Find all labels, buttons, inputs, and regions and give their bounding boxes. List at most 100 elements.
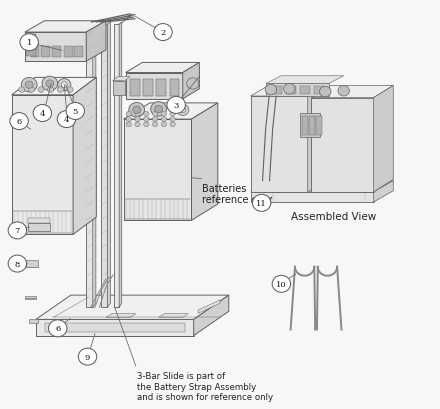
Text: 4: 4 [40, 110, 45, 118]
Bar [302, 117, 308, 136]
Bar [316, 117, 322, 136]
Bar [156, 80, 166, 97]
Text: Assembled View: Assembled View [291, 211, 377, 221]
Circle shape [20, 35, 38, 52]
Text: 11: 11 [256, 199, 267, 207]
Polygon shape [251, 193, 374, 202]
Polygon shape [73, 78, 96, 235]
Bar [26, 50, 36, 56]
Bar [130, 80, 140, 97]
Polygon shape [36, 319, 194, 336]
Polygon shape [101, 25, 107, 308]
Circle shape [161, 123, 166, 128]
Polygon shape [266, 76, 344, 84]
Circle shape [10, 113, 28, 130]
Bar [309, 117, 315, 136]
Text: 3: 3 [173, 102, 179, 110]
Polygon shape [374, 181, 393, 202]
Circle shape [135, 117, 140, 122]
Text: 5: 5 [73, 108, 78, 116]
Circle shape [161, 117, 166, 122]
Polygon shape [93, 23, 96, 308]
Circle shape [28, 88, 34, 93]
Polygon shape [198, 300, 220, 314]
Circle shape [46, 81, 54, 88]
Circle shape [38, 88, 44, 93]
Bar [74, 47, 83, 58]
Polygon shape [25, 33, 86, 62]
Circle shape [154, 25, 172, 41]
Circle shape [176, 105, 189, 116]
Bar [143, 80, 153, 97]
Circle shape [150, 102, 166, 117]
Bar [28, 224, 50, 231]
Polygon shape [311, 86, 393, 99]
Polygon shape [266, 84, 329, 97]
Circle shape [338, 86, 349, 97]
Circle shape [319, 87, 331, 98]
Circle shape [61, 83, 67, 88]
Circle shape [144, 117, 149, 122]
Polygon shape [251, 181, 393, 193]
Polygon shape [194, 295, 229, 336]
Circle shape [21, 78, 37, 93]
Circle shape [126, 123, 132, 128]
Circle shape [8, 222, 26, 239]
Polygon shape [126, 63, 199, 73]
Text: 2: 2 [160, 29, 165, 37]
Circle shape [18, 88, 25, 93]
Circle shape [126, 112, 132, 117]
Text: 1: 1 [26, 39, 32, 47]
Bar [28, 219, 50, 224]
Polygon shape [300, 114, 320, 138]
Circle shape [161, 112, 166, 117]
Polygon shape [25, 22, 106, 33]
Bar [30, 47, 39, 58]
Circle shape [8, 256, 26, 272]
Circle shape [57, 88, 63, 93]
Polygon shape [86, 25, 93, 308]
Text: 6: 6 [16, 118, 22, 126]
Circle shape [154, 106, 162, 113]
Polygon shape [191, 103, 218, 221]
Polygon shape [124, 120, 191, 221]
Circle shape [180, 108, 186, 113]
Bar [272, 87, 282, 95]
Polygon shape [158, 314, 188, 318]
Bar [52, 47, 61, 58]
Polygon shape [251, 97, 308, 193]
Bar [300, 87, 310, 95]
Circle shape [152, 117, 158, 122]
Polygon shape [106, 314, 136, 318]
Text: Batteries
reference only: Batteries reference only [202, 183, 273, 205]
Text: 7: 7 [15, 227, 20, 235]
Polygon shape [11, 78, 96, 96]
Circle shape [129, 103, 145, 118]
Text: 6: 6 [55, 324, 60, 333]
Polygon shape [44, 324, 185, 332]
Circle shape [170, 117, 175, 122]
Circle shape [187, 79, 199, 90]
Circle shape [135, 123, 140, 128]
Circle shape [66, 103, 84, 120]
Bar [64, 47, 73, 58]
Circle shape [284, 84, 295, 95]
Polygon shape [107, 23, 110, 308]
Text: 9: 9 [85, 353, 90, 361]
Circle shape [170, 123, 175, 128]
Polygon shape [113, 81, 125, 96]
Circle shape [126, 117, 132, 122]
Circle shape [135, 112, 140, 117]
Bar [41, 47, 50, 58]
Circle shape [167, 97, 185, 114]
Circle shape [144, 112, 149, 117]
Text: 8: 8 [15, 260, 20, 268]
Bar [26, 35, 36, 41]
Circle shape [152, 123, 158, 128]
Text: 10: 10 [276, 280, 287, 288]
Polygon shape [126, 73, 183, 100]
Circle shape [253, 195, 271, 212]
Circle shape [78, 348, 97, 365]
Polygon shape [308, 84, 329, 193]
Polygon shape [113, 77, 130, 81]
